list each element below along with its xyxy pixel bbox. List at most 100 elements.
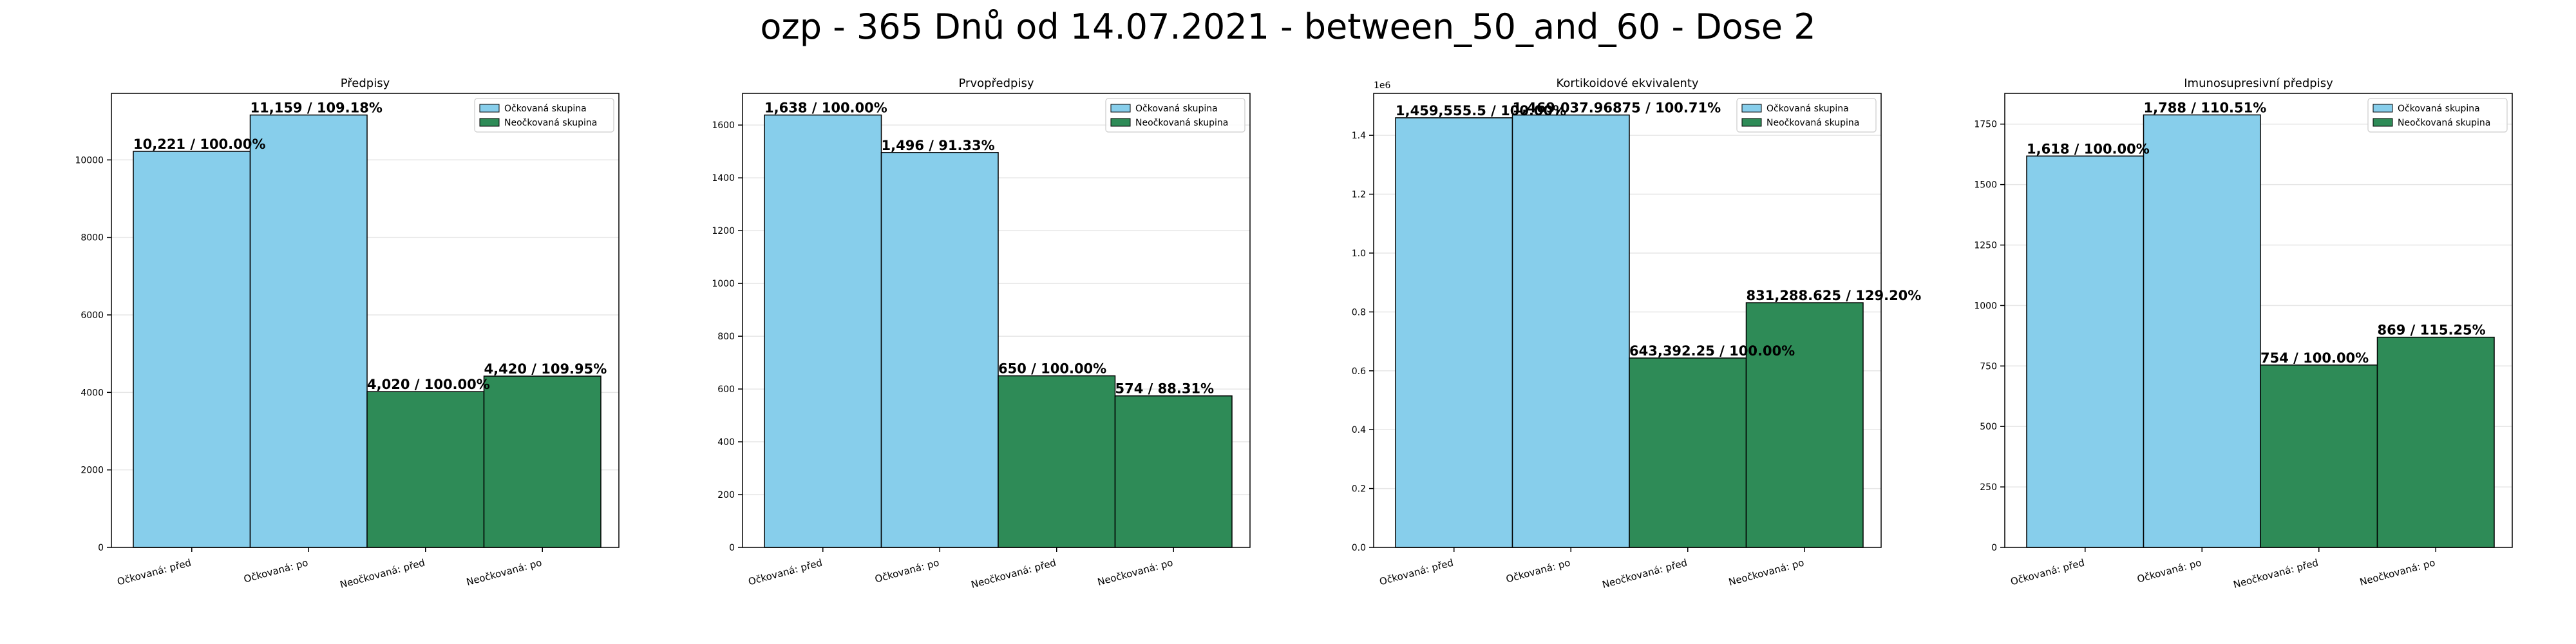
y-tick-label: 10000 (75, 155, 104, 166)
bar (764, 114, 882, 548)
axes-frame (111, 93, 620, 548)
y-tick-label: 800 (717, 332, 735, 342)
bar (1745, 302, 1864, 548)
y-tick-label: 6000 (80, 310, 104, 321)
bar (2143, 114, 2261, 548)
x-tick-label: Neočkovaná: před (1601, 556, 1689, 591)
axes-frame (2004, 93, 2513, 548)
legend-label: Neočkovaná skupina (504, 118, 597, 128)
bar-value-label: 574 / 88.31% (1115, 381, 1215, 397)
legend-swatch (2372, 104, 2393, 113)
chart-panel-2: 1,638 / 100.00% 1,496 / 91.33% 650 / 100.0… (712, 77, 1251, 591)
axis-offset-label: 1e6 (1374, 80, 1391, 91)
legend-swatch (479, 104, 500, 113)
chart-title: Prvopředpisy (959, 77, 1034, 90)
legend-box (1736, 98, 1877, 133)
bar-value-label: 1,469,037.96875 / 100.71% (1513, 100, 1721, 116)
y-tick-label: 200 (717, 490, 735, 500)
y-tick-label: 1400 (712, 173, 735, 184)
y-tick-label: 1250 (1974, 241, 1997, 251)
y-tick-label: 1.2 (1352, 190, 1366, 200)
y-tick-label: 250 (1980, 482, 1997, 493)
bar-value-label: 869 / 115.25% (2378, 323, 2486, 338)
y-tick-label: 750 (1980, 361, 1997, 372)
legend-label: Očkovaná skupina (1135, 104, 1218, 114)
bar (133, 151, 251, 548)
legend-label: Očkovaná skupina (1766, 104, 1849, 114)
y-tick-label: 0.8 (1352, 307, 1366, 317)
bar (2376, 336, 2495, 548)
legend-box (1105, 98, 1245, 133)
y-tick-label: 0.2 (1352, 484, 1366, 495)
x-tick-label: Neočkovaná: před (339, 556, 426, 591)
bar (2026, 155, 2145, 548)
legend-swatch (1741, 104, 1762, 113)
bar (2260, 365, 2378, 548)
y-tick-label: 0 (1991, 543, 1997, 553)
x-tick-label: Neočkovaná: před (970, 556, 1057, 591)
y-tick-label: 500 (1980, 422, 1997, 432)
y-tick-label: 4000 (80, 388, 104, 398)
chart-panel-3: 1,459,555.5 / 100.00%1,469,037.96875 / 1… (1352, 77, 1922, 591)
legend-label: Očkovaná skupina (504, 104, 587, 114)
bar (249, 114, 368, 548)
figure-title: ozp - 365 Dnů od 14.07.2021 - between_50… (760, 6, 1816, 47)
y-tick-label: 0 (98, 543, 104, 553)
bar-value-label: 1,459,555.5 / 100.00% (1396, 103, 1566, 118)
axes-frame (742, 93, 1251, 548)
y-tick-label: 1500 (1974, 180, 1997, 191)
y-tick-label: 400 (717, 437, 735, 448)
legend-swatch (2372, 118, 2393, 127)
chart-panel-4: 1,618 / 100.00% 1,788 / 110.51% 754 / 100.… (1974, 77, 2513, 591)
bar-value-label: 4,420 / 109.95% (484, 361, 607, 377)
x-tick-label: Očkovaná: před (747, 556, 824, 587)
bar (1395, 117, 1513, 548)
y-tick-label: 0.4 (1352, 425, 1366, 435)
bar-value-label: 1,496 / 91.33% (882, 138, 995, 153)
x-tick-label: Očkovaná: po (2136, 556, 2202, 585)
chart-panel-1: 10,221 / 100.00% 11,159 / 109.18% 4,020 / … (75, 77, 620, 591)
x-tick-label: Očkovaná: po (873, 556, 940, 585)
bar-value-label: 1,618 / 100.00% (2027, 141, 2150, 156)
x-tick-label: Očkovaná: před (116, 556, 193, 587)
bar (998, 375, 1116, 548)
chart-title: Předpisy (341, 77, 390, 90)
bar-value-label: 1,788 / 110.51% (2144, 100, 2267, 115)
bar (1114, 395, 1233, 548)
bar-value-label: 650 / 100.00% (998, 361, 1106, 377)
bar (880, 152, 999, 548)
legend-label: Neočkovaná skupina (1766, 118, 1859, 128)
bar-value-label: 754 / 100.00% (2260, 350, 2369, 366)
chart-title: Imunosupresivní předpisy (2184, 77, 2333, 90)
x-tick-label: Očkovaná: po (1504, 556, 1571, 585)
legend-swatch (479, 118, 500, 127)
y-tick-label: 0.6 (1352, 366, 1366, 377)
x-tick-label: Neočkovaná: před (2232, 556, 2320, 591)
bar (1511, 114, 1630, 548)
y-tick-label: 1000 (712, 279, 735, 289)
bar (1629, 357, 1747, 548)
chart-title: Kortikoidové ekvivalenty (1556, 77, 1698, 90)
legend-label: Očkovaná skupina (2398, 104, 2480, 114)
y-tick-label: 1000 (1974, 301, 1997, 311)
y-tick-label: 0 (729, 543, 735, 553)
y-tick-label: 600 (717, 384, 735, 395)
x-tick-label: Neočkovaná: po (2358, 556, 2436, 588)
x-tick-label: Očkovaná: po (242, 556, 309, 585)
axes-frame (1373, 93, 1882, 548)
bar-value-label: 11,159 / 109.18% (251, 100, 383, 116)
y-tick-label: 0.0 (1352, 543, 1366, 553)
legend-label: Neočkovaná skupina (2398, 118, 2490, 128)
bar-value-label: 643,392.25 / 100.00% (1629, 343, 1795, 359)
bar-value-label: 831,288.625 / 129.20% (1747, 288, 1922, 303)
legend-label: Neočkovaná skupina (1135, 118, 1228, 128)
bar-value-label: 1,638 / 100.00% (764, 100, 887, 116)
x-tick-label: Neočkovaná: po (1727, 556, 1805, 588)
bar-value-label: 4,020 / 100.00% (367, 377, 490, 392)
x-tick-label: Neočkovaná: po (1096, 556, 1174, 588)
y-tick-label: 1600 (712, 120, 735, 131)
bar-value-label: 10,221 / 100.00% (133, 137, 265, 152)
y-tick-label: 1750 (1974, 120, 1997, 130)
y-tick-label: 1.0 (1352, 249, 1366, 259)
